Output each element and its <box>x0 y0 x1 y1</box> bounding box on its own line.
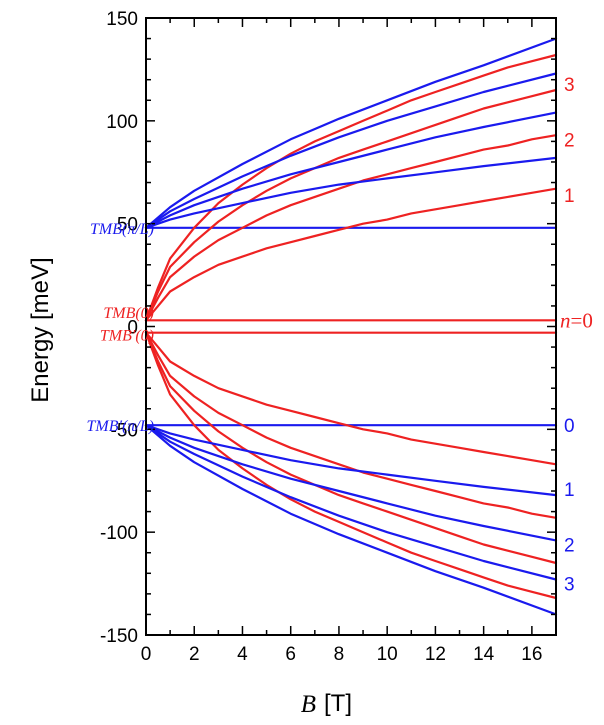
y-tick-label--150: -150 <box>100 626 138 647</box>
x-tick-label-10: 10 <box>377 644 398 665</box>
y-tick-label-50: 50 <box>117 215 138 236</box>
plot-frame <box>145 17 557 636</box>
level-label-1: 2 <box>564 130 575 151</box>
state-annotation-1: TMB(0) <box>103 305 154 322</box>
series-line-6 <box>144 88 558 322</box>
series-line-5 <box>144 134 558 322</box>
level-label-2: 1 <box>564 186 575 207</box>
series-line-16 <box>144 424 558 497</box>
x-axis-unit: [T] <box>324 690 352 717</box>
series-line-19 <box>144 424 558 616</box>
y-axis-title: Energy [meV] <box>27 257 54 402</box>
series-line-17 <box>144 424 558 542</box>
level-label-0: 3 <box>564 75 575 96</box>
series-line-8 <box>144 156 558 229</box>
x-axis-title: B <box>301 691 316 718</box>
series-line-13 <box>144 331 558 519</box>
state-annotation-2: TMB′(0) <box>100 328 154 345</box>
series-line-4 <box>144 187 558 322</box>
x-tick-label-8: 8 <box>334 644 345 665</box>
series-line-9 <box>144 111 558 229</box>
series-line-14 <box>144 331 558 565</box>
series-line-7 <box>144 53 558 322</box>
label-layer: 0 2 4 6 8 10 12 14 16-150-100-50050100150TMB(π/L… <box>86 9 592 665</box>
y-tick-label-0: 0 <box>127 318 138 339</box>
level-label-7: 3 <box>564 575 575 596</box>
state-annotation-0: TMB(π/L) <box>90 221 154 238</box>
series-line-11 <box>144 37 558 229</box>
x-tick-label-6: 6 <box>285 644 296 665</box>
x-tick-label-2: 2 <box>189 644 200 665</box>
series-line-15 <box>144 331 558 600</box>
level-label-6: 2 <box>564 536 575 557</box>
axes-layer <box>145 17 557 636</box>
state-annotation-3: TMB′(π/L) <box>86 418 154 435</box>
series-line-18 <box>144 424 558 581</box>
x-tick-label-4: 4 <box>237 644 248 665</box>
x-tick-label-14: 14 <box>473 644 495 665</box>
level-label-3: n=0 <box>560 308 593 332</box>
x-tick-label-12: 12 <box>425 644 446 665</box>
x-tick-label-0: 0 <box>141 644 152 665</box>
y-tick-label-150: 150 <box>106 9 138 30</box>
x-tick-label-16: 16 <box>521 644 542 665</box>
series-line-12 <box>144 331 558 466</box>
y-tick-label-100: 100 <box>106 112 138 133</box>
y-tick-label--100: -100 <box>100 523 138 544</box>
level-label-5: 1 <box>564 480 575 501</box>
level-label-4: 0 <box>564 416 575 437</box>
series-layer <box>144 37 558 616</box>
series-line-10 <box>144 72 558 229</box>
y-tick-label--50: -50 <box>111 420 138 441</box>
